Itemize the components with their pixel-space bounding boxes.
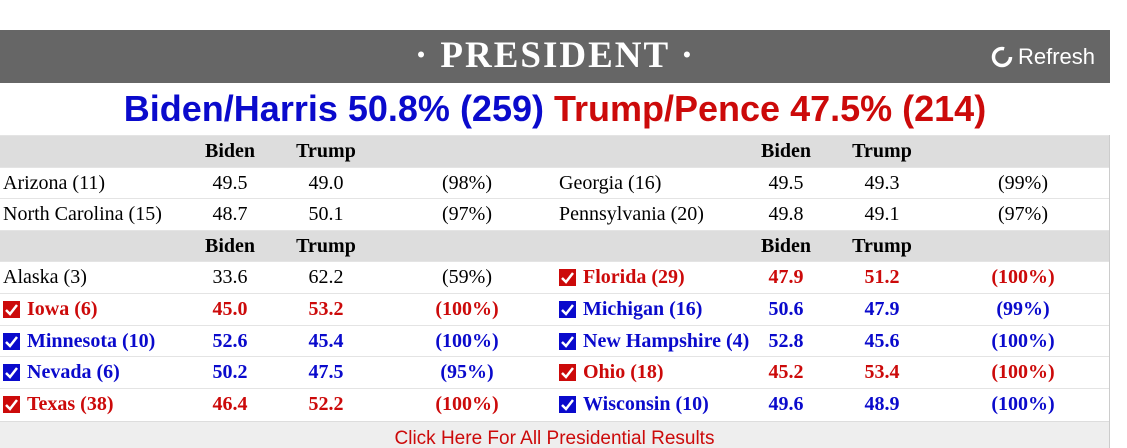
column-header: Trump [852,234,912,257]
column-header: Trump [852,140,912,162]
biden-pct: 48.7 [212,203,248,226]
trump-pct: 51.2 [864,266,900,289]
reporting: (100%) [435,329,499,352]
reporting: (59%) [442,266,492,289]
result-row: Minnesota (10) 52.6 45.4 (100%) New Hampshir… [0,324,1109,357]
called-check [3,395,20,413]
trump-pct: 53.4 [864,361,900,384]
called-check [559,332,576,350]
biden-pct: 45.0 [212,298,248,320]
state: Florida (29) [583,266,685,289]
state: New Hampshire (4) [583,329,750,352]
trump-pct: 45.6 [864,329,900,352]
reporting: (99%) [998,171,1048,194]
reporting: (100%) [991,361,1055,384]
state: Nevada (6) [27,361,120,384]
biden-pct: 50.2 [212,361,248,384]
biden-pct: 50.6 [768,298,804,320]
refresh-button[interactable]: Refresh [990,43,1095,71]
trump-pct: 50.1 [308,203,344,226]
result-row: Nevada (6) 50.2 47.5 (95%) Ohio (18) 45.2 53.4… [0,356,1109,388]
reporting: (95%) [440,361,494,384]
biden-pct: 33.6 [212,266,248,289]
trump-pct: 49.0 [308,171,344,194]
state: Georgia (16) [559,171,662,194]
column-header-row: Biden Trump Biden Trump [0,135,1109,167]
state: Wisconsin (10) [583,392,709,415]
column-header: Trump [296,140,356,162]
column-header: Biden [204,140,256,162]
trump-pct: 47.5 [308,361,344,384]
result-row: North Carolina (15) 48.7 50.1 (97%) Pennsylv… [0,198,1109,230]
called-check [3,364,20,382]
result-row: Arizona (11) 49.5 49.0 (98%) Georgia (16) 49.… [0,166,1109,199]
trump-pct: 52.2 [308,392,344,415]
biden-pct: 49.6 [768,392,804,415]
column-header: Biden [204,234,256,257]
called-check [3,301,20,318]
biden-pct: 49.5 [212,171,248,194]
reporting: (100%) [435,298,499,320]
refresh-label: Refresh [1017,44,1095,69]
trump-pct: 49.3 [864,171,900,194]
reporting: (100%) [435,392,499,415]
result-row: Texas (38) 46.4 52.2 (100%) Wisconsin (10) 49… [0,387,1109,420]
state: Pennsylvania (20) [559,203,704,226]
column-header: Biden [760,234,812,257]
called-check [559,301,576,318]
header-bar [0,30,1110,83]
biden-pct: 49.5 [768,171,804,194]
biden-pct: 45.2 [768,361,804,384]
all-results-link[interactable]: Click Here For All Presidential Results [0,421,1109,448]
result-row: Iowa (6) 45.0 53.2 (100%) Michigan (16) 50.6 4… [0,293,1109,325]
biden-pct: 52.6 [212,329,248,352]
biden-summary: Biden/Harris 50.8% (259) [123,88,544,129]
state: Texas (38) [27,392,114,415]
biden-pct: 46.4 [212,392,248,415]
reporting: (100%) [991,266,1055,289]
called-check [559,269,576,287]
results-table: Biden Trump Biden Trump Arizona (11) 49.5 49.0… [0,135,1110,448]
called-check [559,364,576,382]
state: North Carolina (15) [3,203,162,226]
trump-summary: Trump/Pence 47.5% (214) [554,88,987,129]
state: Ohio (18) [583,361,664,384]
reporting: (100%) [991,329,1055,352]
result-row: Alaska (3) 33.6 62.2 (59%) Florida (29) 47.9 5… [0,261,1109,293]
title: · PRESIDENT · [414,35,696,76]
reporting: (98%) [442,171,492,194]
called-check [559,395,576,413]
column-header: Trump [296,234,356,257]
refresh-icon [991,46,1013,68]
state: Michigan (16) [583,298,703,320]
state: Iowa (6) [27,298,98,320]
biden-pct: 52.8 [768,329,804,352]
trump-pct: 45.4 [308,329,344,352]
state: Alaska (3) [3,266,87,289]
trump-pct: 48.9 [864,392,900,415]
summary: Biden/Harris 50.8% (259) Trump/Pence 47.… [0,86,1110,132]
state: Minnesota (10) [27,329,156,352]
called-check [3,332,20,350]
biden-pct: 47.9 [768,266,804,289]
trump-pct: 53.2 [308,298,344,320]
trump-pct: 47.9 [864,298,900,320]
biden-pct: 49.8 [768,203,804,226]
reporting: (99%) [996,298,1050,320]
reporting: (97%) [442,203,492,226]
column-header: Biden [760,140,812,162]
trump-pct: 49.1 [864,203,900,226]
reporting: (97%) [998,203,1048,226]
state: Arizona (11) [3,171,105,194]
reporting: (100%) [991,392,1055,415]
column-header-row: Biden Trump Biden Trump [0,229,1109,262]
trump-pct: 62.2 [308,266,344,289]
